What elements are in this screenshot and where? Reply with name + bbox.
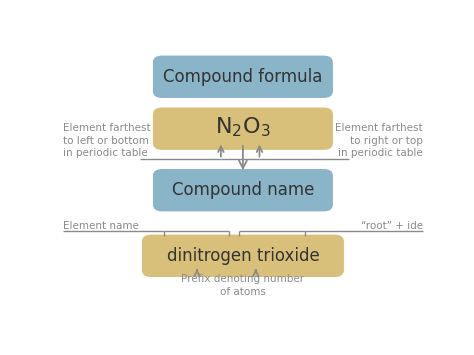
Text: dinitrogen trioxide: dinitrogen trioxide [166,247,319,265]
Text: Prefix denoting number
of atoms: Prefix denoting number of atoms [182,274,304,297]
FancyBboxPatch shape [153,169,333,211]
Text: “root” + ide: “root” + ide [361,220,423,230]
Text: Element name: Element name [63,220,139,230]
FancyBboxPatch shape [142,235,344,277]
Text: Element farthest
to left or bottom
in periodic table: Element farthest to left or bottom in pe… [63,123,151,158]
Text: Compound name: Compound name [172,181,314,199]
Text: Compound formula: Compound formula [163,68,323,86]
FancyBboxPatch shape [153,108,333,150]
Text: Element farthest
to right or top
in periodic table: Element farthest to right or top in peri… [335,123,423,158]
Text: $\mathregular{N_2O_3}$: $\mathregular{N_2O_3}$ [215,115,271,139]
FancyBboxPatch shape [153,56,333,98]
